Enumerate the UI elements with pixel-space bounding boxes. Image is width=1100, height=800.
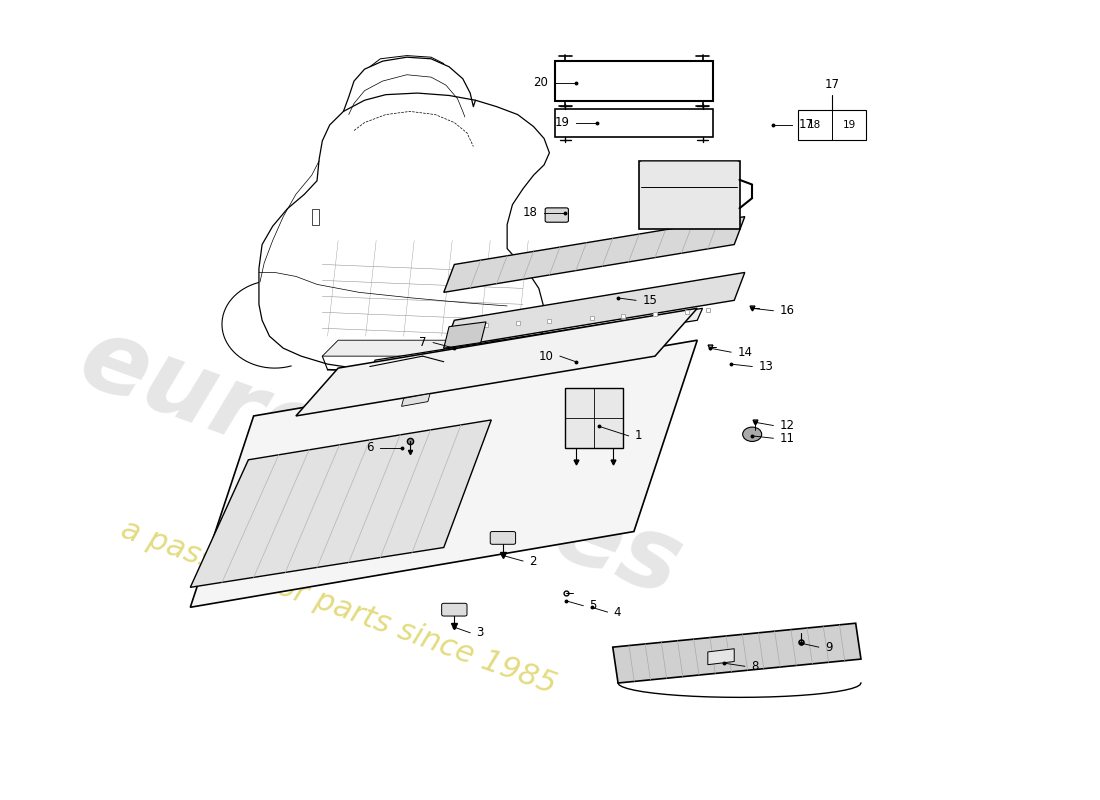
Text: 11: 11 [780, 432, 794, 445]
Bar [565, 388, 624, 448]
Polygon shape [639, 161, 739, 229]
Circle shape [742, 427, 761, 442]
FancyBboxPatch shape [442, 603, 468, 616]
Polygon shape [190, 340, 697, 607]
Text: 3: 3 [476, 626, 484, 639]
Text: 8: 8 [751, 660, 759, 673]
Text: 2: 2 [529, 554, 537, 567]
Text: 7: 7 [419, 336, 427, 349]
Text: 19: 19 [554, 116, 570, 129]
Polygon shape [296, 308, 697, 416]
FancyBboxPatch shape [546, 208, 569, 222]
Text: 18: 18 [522, 206, 538, 219]
Bar [554, 109, 713, 137]
Text: 14: 14 [737, 346, 752, 358]
Text: 15: 15 [642, 294, 657, 307]
Text: 16: 16 [780, 304, 794, 318]
Text: 17: 17 [824, 78, 839, 90]
FancyBboxPatch shape [491, 531, 516, 544]
Polygon shape [443, 217, 745, 292]
Text: 13: 13 [759, 360, 773, 373]
Bar [798, 110, 866, 140]
Polygon shape [613, 623, 861, 683]
Polygon shape [443, 322, 486, 348]
Bar [554, 61, 713, 101]
Polygon shape [190, 420, 492, 587]
Text: 9: 9 [825, 641, 833, 654]
Text: 1: 1 [635, 430, 642, 442]
Polygon shape [443, 273, 745, 348]
Text: 5: 5 [590, 599, 597, 612]
Text: 6: 6 [366, 442, 374, 454]
Text: a passion for parts since 1985: a passion for parts since 1985 [117, 515, 560, 700]
Text: 18: 18 [808, 120, 822, 130]
Polygon shape [322, 340, 539, 356]
Polygon shape [370, 308, 703, 372]
Text: 10: 10 [539, 350, 553, 362]
Text: 20: 20 [534, 76, 548, 90]
Text: 4: 4 [614, 606, 622, 618]
Polygon shape [707, 649, 734, 665]
Text: 12: 12 [780, 419, 794, 432]
Text: 19: 19 [843, 120, 856, 130]
Text: 17: 17 [799, 118, 814, 131]
Polygon shape [258, 93, 549, 372]
Text: eurospares: eurospares [67, 310, 694, 618]
Polygon shape [311, 209, 319, 225]
Polygon shape [402, 394, 430, 406]
